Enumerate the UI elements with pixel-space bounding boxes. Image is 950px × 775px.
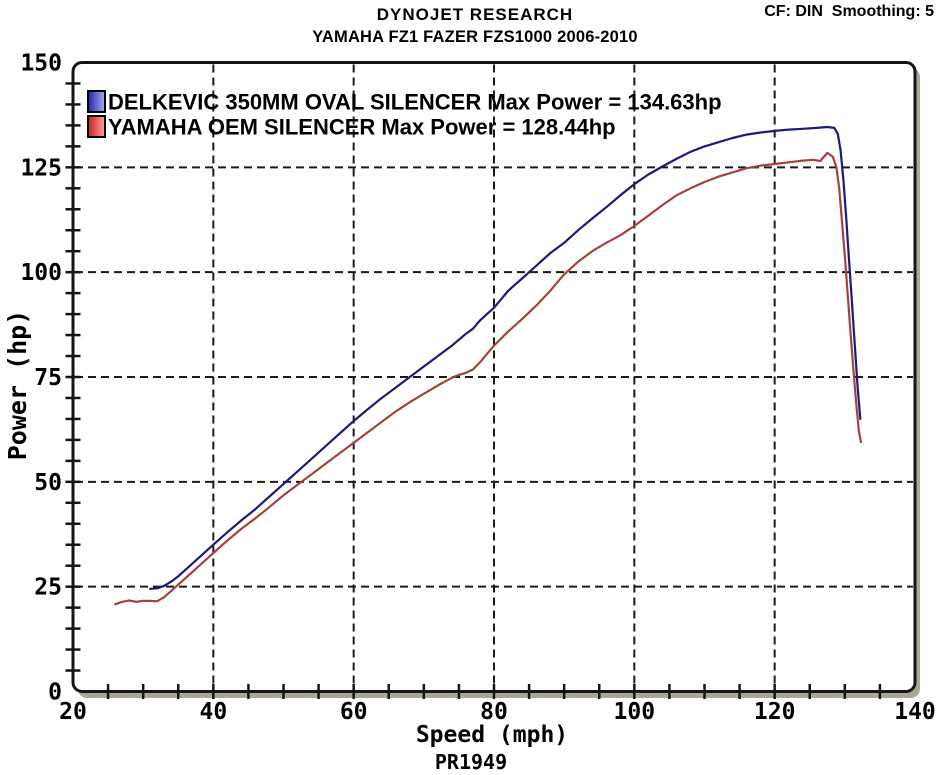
- x-tick-labels: 20 40 60 80 100 120 140: [59, 699, 936, 725]
- x-tick-label-100: 100: [614, 699, 656, 725]
- axis-ticks: [65, 82, 882, 699]
- y-tick-labels: 0 25 50 75 100 125 150: [20, 51, 62, 706]
- chart-subtitle: YAMAHA FZ1 FAZER FZS1000 2006-2010: [312, 28, 638, 46]
- power-curve-0: [149, 125, 862, 590]
- legend-label-yamaha-oem: YAMAHA OEM SILENCER Max Power = 128.44hp: [108, 115, 616, 140]
- x-tick-label-60: 60: [340, 699, 368, 725]
- x-tick-label-20: 20: [59, 699, 87, 725]
- correction-smoothing-label: CF: DIN Smoothing: 5: [764, 3, 934, 20]
- y-tick-label-75: 75: [34, 365, 62, 391]
- run-id-label: PR1949: [435, 750, 507, 774]
- x-axis-title: Speed (mph): [416, 722, 568, 748]
- y-tick-label-100: 100: [20, 260, 62, 286]
- x-tick-label-120: 120: [754, 699, 796, 725]
- y-tick-label-125: 125: [20, 155, 62, 181]
- y-tick-label-50: 50: [34, 470, 62, 496]
- y-tick-label-25: 25: [34, 575, 62, 601]
- chart-header: DYNOJET RESEARCH YAMAHA FZ1 FAZER FZS100…: [0, 5, 950, 47]
- legend: DELKEVIC 350MM OVAL SILENCER Max Power =…: [87, 90, 722, 140]
- y-tick-label-0: 0: [48, 680, 62, 706]
- x-tick-label-40: 40: [199, 699, 227, 725]
- legend-label-delkevic: DELKEVIC 350MM OVAL SILENCER Max Power =…: [108, 90, 722, 115]
- chart-title: DYNOJET RESEARCH: [376, 5, 574, 24]
- legend-swatch-yamaha-oem: [87, 115, 106, 138]
- power-curve-1: [114, 151, 863, 606]
- grid-lines: [75, 64, 913, 690]
- legend-swatch-delkevic: [87, 90, 106, 113]
- x-tick-label-140: 140: [894, 699, 936, 725]
- y-axis-title: Power (hp): [3, 310, 32, 461]
- x-tick-label-80: 80: [480, 699, 508, 725]
- y-tick-label-150: 150: [20, 51, 62, 77]
- curves: [114, 125, 863, 606]
